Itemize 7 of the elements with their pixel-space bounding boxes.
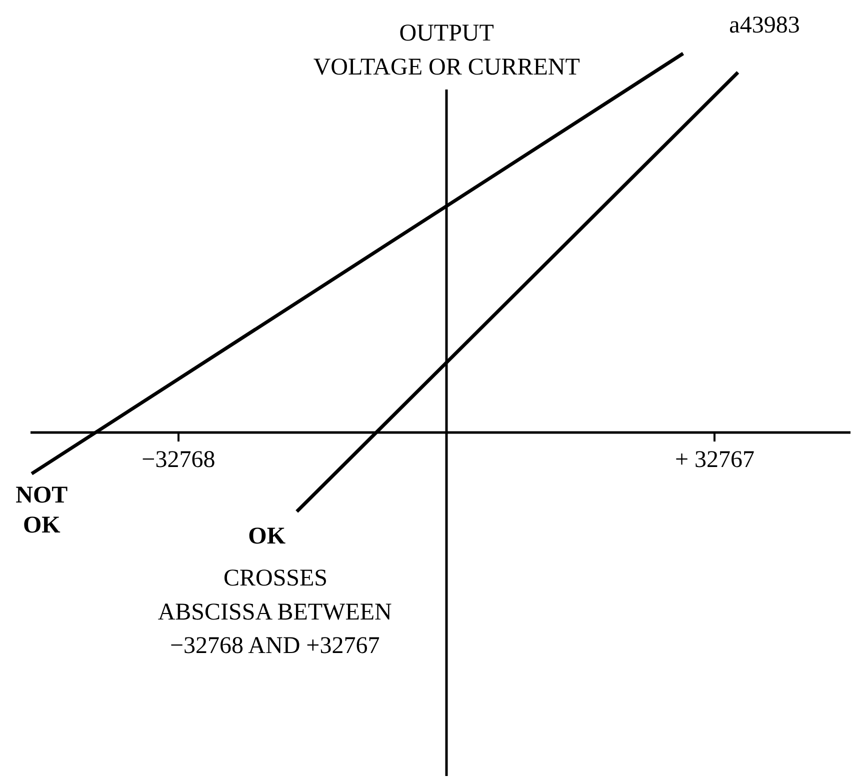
- x-tick-label: + 32767: [674, 447, 755, 474]
- text: a43983: [729, 12, 800, 38]
- x-tick-label: −32768: [142, 447, 216, 474]
- series-label: NOT OK: [16, 482, 68, 539]
- series-label: OK: [248, 524, 286, 550]
- text: CROSSES ABSCISSA BETWEEN −32768 AND +32767: [158, 566, 392, 660]
- y-axis-title: OUTPUT VOLTAGE OR CURRENT: [313, 20, 580, 80]
